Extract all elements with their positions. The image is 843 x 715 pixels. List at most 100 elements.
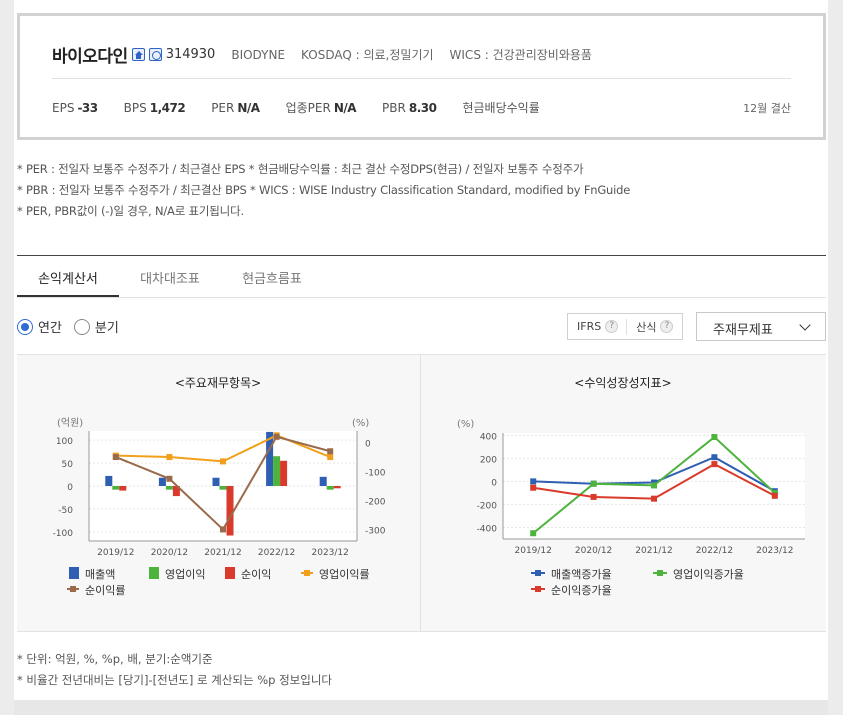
y-tick-label: -200: [477, 501, 498, 511]
legend-marker: [304, 570, 310, 576]
bar-순이익: [226, 486, 234, 536]
y-tick-label: 100: [56, 437, 73, 447]
point-순이익증가율: [530, 484, 537, 491]
y-tick-label: 400: [480, 432, 497, 442]
chevron-down-icon: [799, 319, 811, 331]
x-tick-label: 2020/12: [151, 548, 188, 558]
point-매출액증가율: [530, 478, 537, 485]
x-tick-label: 2022/12: [696, 546, 733, 556]
y2-tick-label: -200: [365, 497, 386, 507]
point-순이익증가율: [651, 495, 657, 502]
statement-tabs: 손익계산서 대차대조표 현금흐름표: [17, 255, 826, 298]
main-financials-chart: <주요재무항목> (억원) (%) 100 50 0 -50 -100 0 -100 -200 -30…: [53, 376, 386, 597]
x-tick-label: 2019/12: [97, 548, 134, 558]
x-tick-label: 2021/12: [635, 546, 672, 556]
legend-marker: [657, 570, 663, 576]
quarter-label[interactable]: 분기: [94, 321, 119, 336]
point-순이익증가율: [590, 493, 597, 500]
point-순이익증가율: [771, 492, 778, 499]
bar-순이익: [280, 460, 288, 486]
bar-순이익: [333, 486, 341, 489]
point-순이익률: [112, 454, 119, 461]
metrics-row: EPS -33 BPS 1,472 PER N/A 업종PER N/A PBR 8.30 …: [52, 99, 791, 116]
chart-title: <주요재무항목>: [175, 376, 261, 390]
summary-divider: [52, 78, 791, 79]
legend-label: 영업이익: [165, 568, 205, 581]
y-axis-label: (억원): [57, 417, 83, 429]
x-tick-label: 2021/12: [204, 548, 241, 558]
page: 바이오다인 314930 BIODYNE KOSDAQ : 의료,정밀기기 WI…: [14, 0, 828, 700]
y-tick-label: 50: [62, 460, 74, 470]
legend-marker: [535, 586, 541, 592]
y2-tick-label: 0: [365, 440, 371, 450]
help-icon[interactable]: ?: [660, 320, 674, 333]
metric-industry-per: 업종PER N/A: [285, 101, 357, 115]
point-순이익률: [327, 448, 334, 455]
quarter-radio[interactable]: [73, 318, 90, 335]
y-tick-label: -100: [53, 529, 74, 539]
tab-income-statement[interactable]: 손익계산서: [17, 256, 119, 297]
chart-divider: [420, 355, 421, 631]
point-순이익률: [273, 433, 280, 440]
legend-label: 순이익: [241, 568, 271, 581]
tab-balance-sheet[interactable]: 대차대조표: [140, 272, 200, 287]
point-영업이익증가율: [711, 434, 718, 441]
statement-type-select[interactable]: 주재무제표: [696, 312, 826, 341]
company-name: 바이오다인: [52, 47, 128, 67]
bar-순이익: [172, 486, 180, 497]
x-tick-label: 2019/12: [515, 546, 552, 556]
annual-radio[interactable]: [17, 318, 33, 335]
company-summary-box: 바이오다인 314930 BIODYNE KOSDAQ : 의료,정밀기기 WI…: [17, 13, 826, 140]
point-매출액증가율: [711, 454, 718, 461]
bar-영업이익: [273, 456, 281, 486]
point-순이익률: [166, 475, 173, 482]
legend-label: 영업이익률: [319, 568, 370, 581]
note-line: * PBR : 전일자 보통주 수정주가 / 최근결산 BPS * WICS :…: [17, 183, 631, 197]
point-영업이익증가율: [590, 480, 597, 487]
legend-label: 영업이익증가율: [673, 568, 744, 581]
legend-label: 매출액: [85, 568, 115, 581]
bar-영업이익: [326, 486, 334, 490]
x-tick-label: 2022/12: [258, 548, 295, 558]
legend-swatch: [149, 567, 159, 579]
annual-label[interactable]: 연간: [38, 321, 62, 336]
bar-매출액: [319, 476, 327, 486]
summary-notes: * PER : 전일자 보통주 수정주가 / 최근결산 EPS * 현금배당수익…: [17, 159, 630, 222]
point-순이익증가율: [711, 461, 718, 468]
info-icon[interactable]: [148, 48, 162, 61]
bar-매출액: [212, 477, 220, 486]
tab-cash-flow[interactable]: 현금흐름표: [242, 272, 302, 287]
y2-tick-label: -300: [365, 526, 386, 536]
metric-eps: EPS -33: [52, 100, 98, 115]
wics-sector: WICS : 건강관리장비와용품: [449, 48, 592, 62]
note-line: * PER : 전일자 보통주 수정주가 / 최근결산 EPS * 현금배당수익…: [17, 162, 584, 176]
formula-option[interactable]: 산식?: [626, 318, 674, 335]
point-영업이익률: [166, 454, 173, 461]
y2-axis-label: (%): [352, 418, 369, 429]
help-icon[interactable]: ?: [605, 320, 619, 333]
point-영업이익률: [220, 458, 226, 465]
point-순이익률: [220, 526, 226, 533]
legend-label: 순이익률: [85, 584, 125, 597]
stock-code: 314930: [165, 47, 216, 62]
bottom-table-header-strip: [14, 700, 828, 715]
option-box: IFRS? 산식?: [567, 313, 683, 340]
metric-per: PER N/A: [211, 100, 260, 115]
y-tick-label: 0: [67, 483, 73, 493]
ifrs-option[interactable]: IFRS?: [568, 320, 619, 333]
footnotes: * 단위: 억원, %, %p, 배, 분기:순액기준 * 비율간 전년대비는 …: [17, 649, 332, 691]
x-tick-label: 2023/12: [312, 548, 349, 558]
footnote-line: * 단위: 억원, %, %p, 배, 분기:순액기준: [17, 652, 213, 666]
company-title-row: 바이오다인 314930 BIODYNE KOSDAQ : 의료,정밀기기 WI…: [52, 42, 592, 67]
home-icon[interactable]: [131, 48, 145, 61]
chart-area: <주요재무항목> (억원) (%) 100 50 0 -50 -100 0 -100 -200 -30…: [17, 354, 826, 632]
note-line: * PER, PBR값이 (-)일 경우, N/A로 표기됩니다.: [17, 204, 244, 218]
legend-label: 순이익증가율: [551, 584, 612, 597]
legend-label: 매출액증가율: [551, 568, 612, 581]
metric-pbr: PBR 8.30: [382, 100, 437, 115]
bar-영업이익: [165, 486, 173, 490]
bar-순이익: [119, 486, 127, 491]
fiscal-year-end: 12월 결산: [743, 101, 791, 115]
legend-swatch: [69, 567, 79, 579]
legend-swatch: [225, 567, 235, 579]
